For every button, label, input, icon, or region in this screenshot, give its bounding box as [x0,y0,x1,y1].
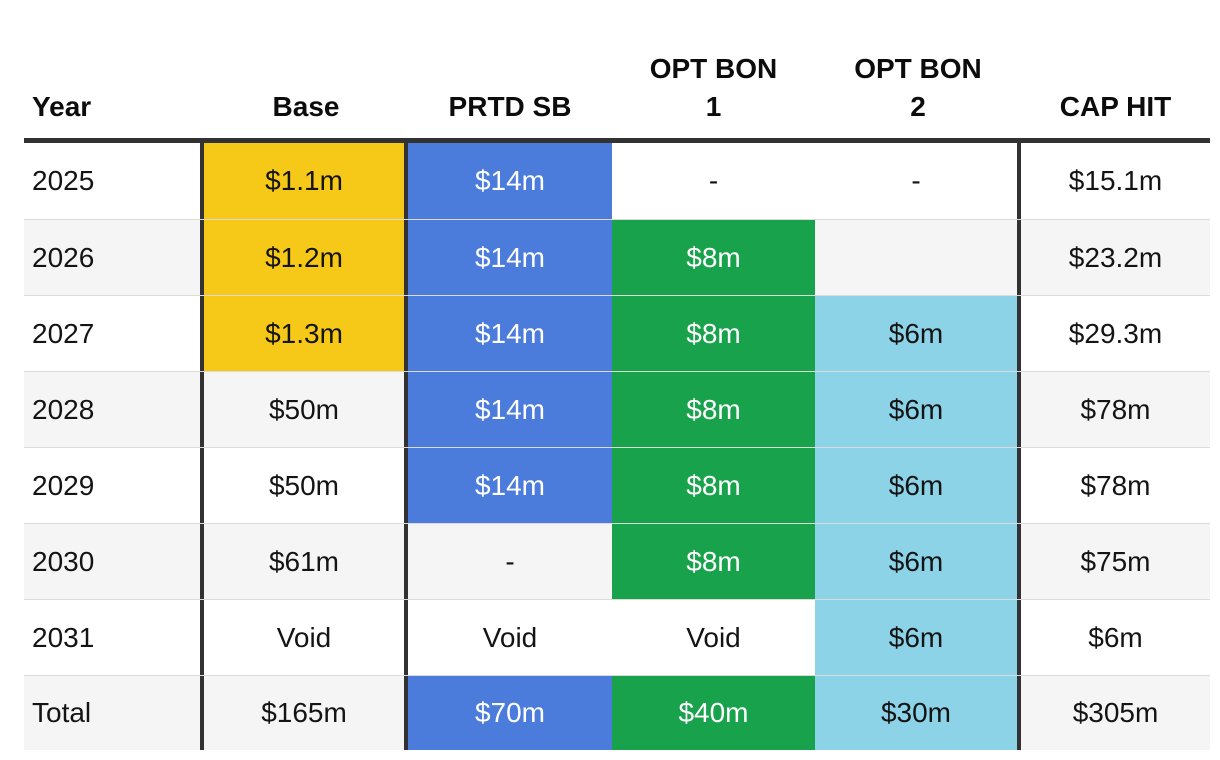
opt-bon-2-cell-2029: $6m [815,448,1021,523]
opt-bon-1-cell-2030: $8m [612,524,815,599]
base-cell-2029: $50m [204,448,408,523]
cap-hit-cell-2031: $6m [1088,621,1143,653]
table-row-2030: 2030 $61m - $8m $6m $75m [24,523,1210,599]
opt-bon-1-cell-2026: $8m [612,220,815,295]
column-header-cap-hit: CAP HIT [1059,91,1172,122]
prtd-sb-cell-2026: $14m [408,220,612,295]
prtd-sb-cell-2028: $14m [408,372,612,447]
prtd-sb-cell-2029: $14m [408,448,612,523]
column-header-prtd-sb: PRTD SB [448,91,572,122]
prtd-sb-cell-2025: $14m [408,143,612,219]
table-row-2027: 2027 $1.3m $14m $8m $6m $29.3m [24,295,1210,371]
opt-bon-1-cell-2031: Void [686,621,741,653]
opt-bon-1-cell-2025: - [708,165,719,196]
year-cell-2027: 2027 [24,296,204,371]
total-base-cell: $165m [204,676,408,750]
column-header-opt-bon-1: OPT BON 1 [649,53,778,122]
opt-bon-2-cell-2026 [815,220,1021,295]
opt-bon-2-cell-2030: $6m [815,524,1021,599]
prtd-sb-cell-2030: - [505,545,515,577]
table-row-2029: 2029 $50m $14m $8m $6m $78m [24,447,1210,523]
column-header-base: Base [272,91,340,122]
year-cell-2029: 2029 [24,448,204,523]
opt-bon-1-cell-2028: $8m [612,372,815,447]
table-row-2025: 2025 $1.1m $14m - - $15.1m [24,143,1210,219]
cap-hit-cell-2027: $29.3m [1068,317,1163,349]
base-cell-2028: $50m [204,372,408,447]
opt-bon-1-cell-2029: $8m [612,448,815,523]
contract-table: Year Base PRTD SB OPT BON 1 OPT BON 2 CA… [24,40,1210,750]
total-cap-hit-cell: $305m [1072,697,1159,728]
column-header-opt-bon-2: OPT BON 2 [854,53,982,122]
prtd-sb-cell-2027: $14m [408,296,612,371]
cap-hit-cell-2029: $78m [1080,469,1151,501]
base-cell-2031: Void [204,600,408,675]
total-opt-bon-2-cell: $30m [815,676,1021,750]
header-row: Year Base PRTD SB OPT BON 1 OPT BON 2 CA… [24,40,1210,143]
year-cell-2025: 2025 [24,143,204,219]
base-cell-2026: $1.2m [204,220,408,295]
year-cell-2028: 2028 [24,372,204,447]
opt-bon-2-cell-2028: $6m [815,372,1021,447]
total-year-cell: Total [24,676,204,750]
cap-hit-cell-2026: $23.2m [1068,241,1163,273]
base-cell-2030: $61m [204,524,408,599]
total-prtd-sb-cell: $70m [408,676,612,750]
opt-bon-2-cell-2031: $6m [815,600,1021,675]
total-opt-bon-1-cell: $40m [612,676,815,750]
table-row-2026: 2026 $1.2m $14m $8m $23.2m [24,219,1210,295]
total-row: Total $165m $70m $40m $30m $305m [24,675,1210,750]
column-header-year: Year [32,91,92,122]
prtd-sb-cell-2031: Void [482,621,538,653]
cap-hit-cell-2028: $78m [1080,393,1151,425]
year-cell-2026: 2026 [24,220,204,295]
base-cell-2027: $1.3m [204,296,408,371]
opt-bon-2-cell-2025: - [815,143,1021,219]
table-row-2028: 2028 $50m $14m $8m $6m $78m [24,371,1210,447]
year-cell-2031: 2031 [24,600,204,675]
table-row-2031: 2031 Void Void Void $6m $6m [24,599,1210,675]
cap-hit-cell-2025: $15.1m [1068,165,1163,196]
base-cell-2025: $1.1m [204,143,408,219]
opt-bon-2-cell-2027: $6m [815,296,1021,371]
opt-bon-1-cell-2027: $8m [612,296,815,371]
cap-hit-cell-2030: $75m [1080,545,1151,577]
year-cell-2030: 2030 [24,524,204,599]
